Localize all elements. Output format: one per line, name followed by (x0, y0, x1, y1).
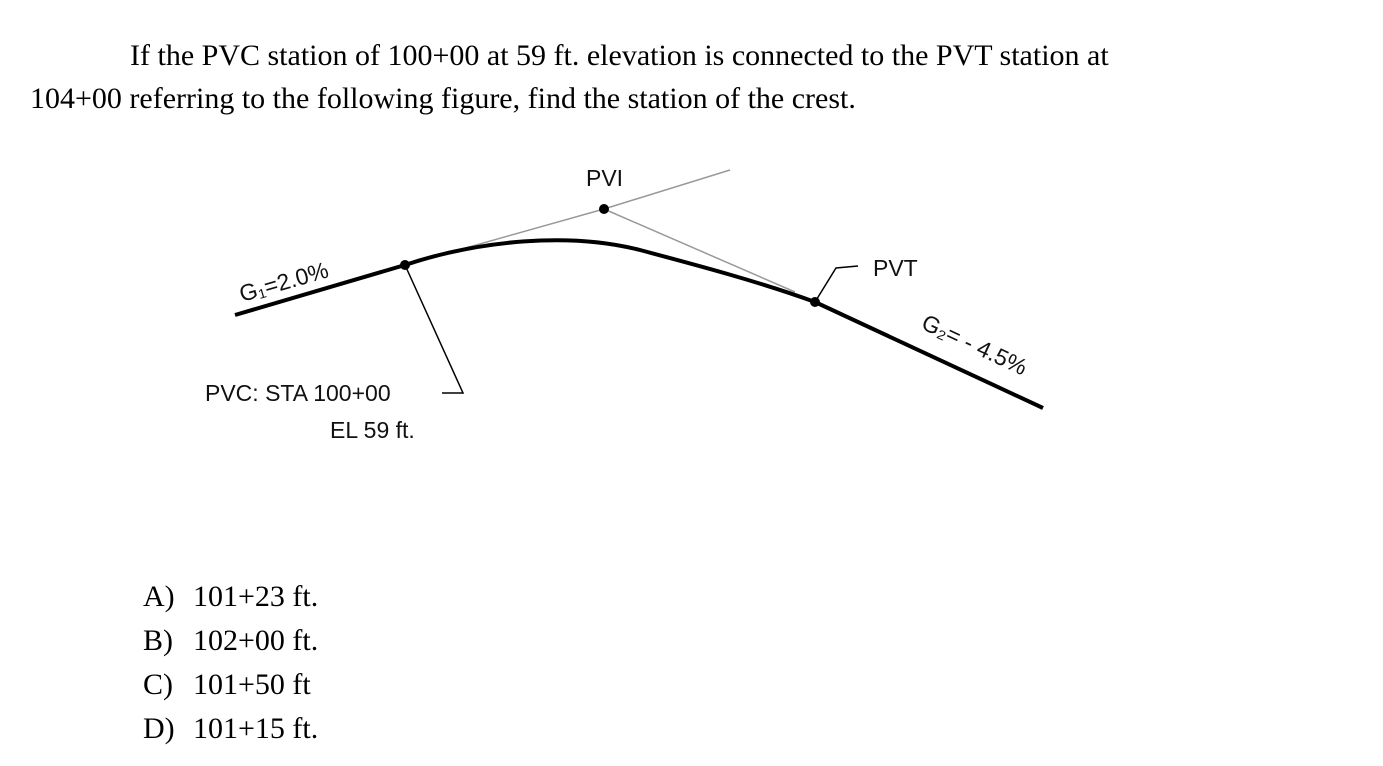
option-letter: B) (143, 624, 173, 657)
pvi-label: PVI (586, 165, 623, 191)
leader-line (404, 264, 465, 394)
option-text: 101+50 ft (193, 668, 311, 701)
option-letter: D) (143, 712, 175, 745)
grade-line (234, 263, 406, 317)
question-line: If the PVC station of 100+00 at 59 ft. e… (130, 39, 1109, 72)
pvc-station-label: PVC: STA 100+00 (205, 380, 391, 406)
question-line: 104+00 referring to the following figure… (30, 82, 856, 115)
pvc-elevation-label: EL 59 ft. (330, 417, 415, 443)
curve-diagram: PVI PVT G₁=2.0% G₂= - 4.5% PVC: STA 100+… (205, 165, 1044, 443)
option-letter: C) (143, 668, 173, 701)
option-text: 102+00 ft. (193, 624, 318, 657)
option-letter: A) (143, 580, 175, 613)
tangent-line (603, 208, 796, 293)
grade-2-label: G₂= - 4.5% (918, 309, 1032, 380)
pvi-point (599, 204, 609, 214)
grade-line (814, 300, 1044, 410)
vertical-curve (404, 238, 816, 304)
leader-line (814, 265, 859, 303)
options: A) 101+23 ft. B) 102+00 ft. C) 101+50 ft… (143, 580, 318, 745)
option-text: 101+23 ft. (193, 580, 318, 613)
option-text: 101+15 ft. (193, 712, 318, 745)
pvt-label: PVT (873, 255, 918, 281)
